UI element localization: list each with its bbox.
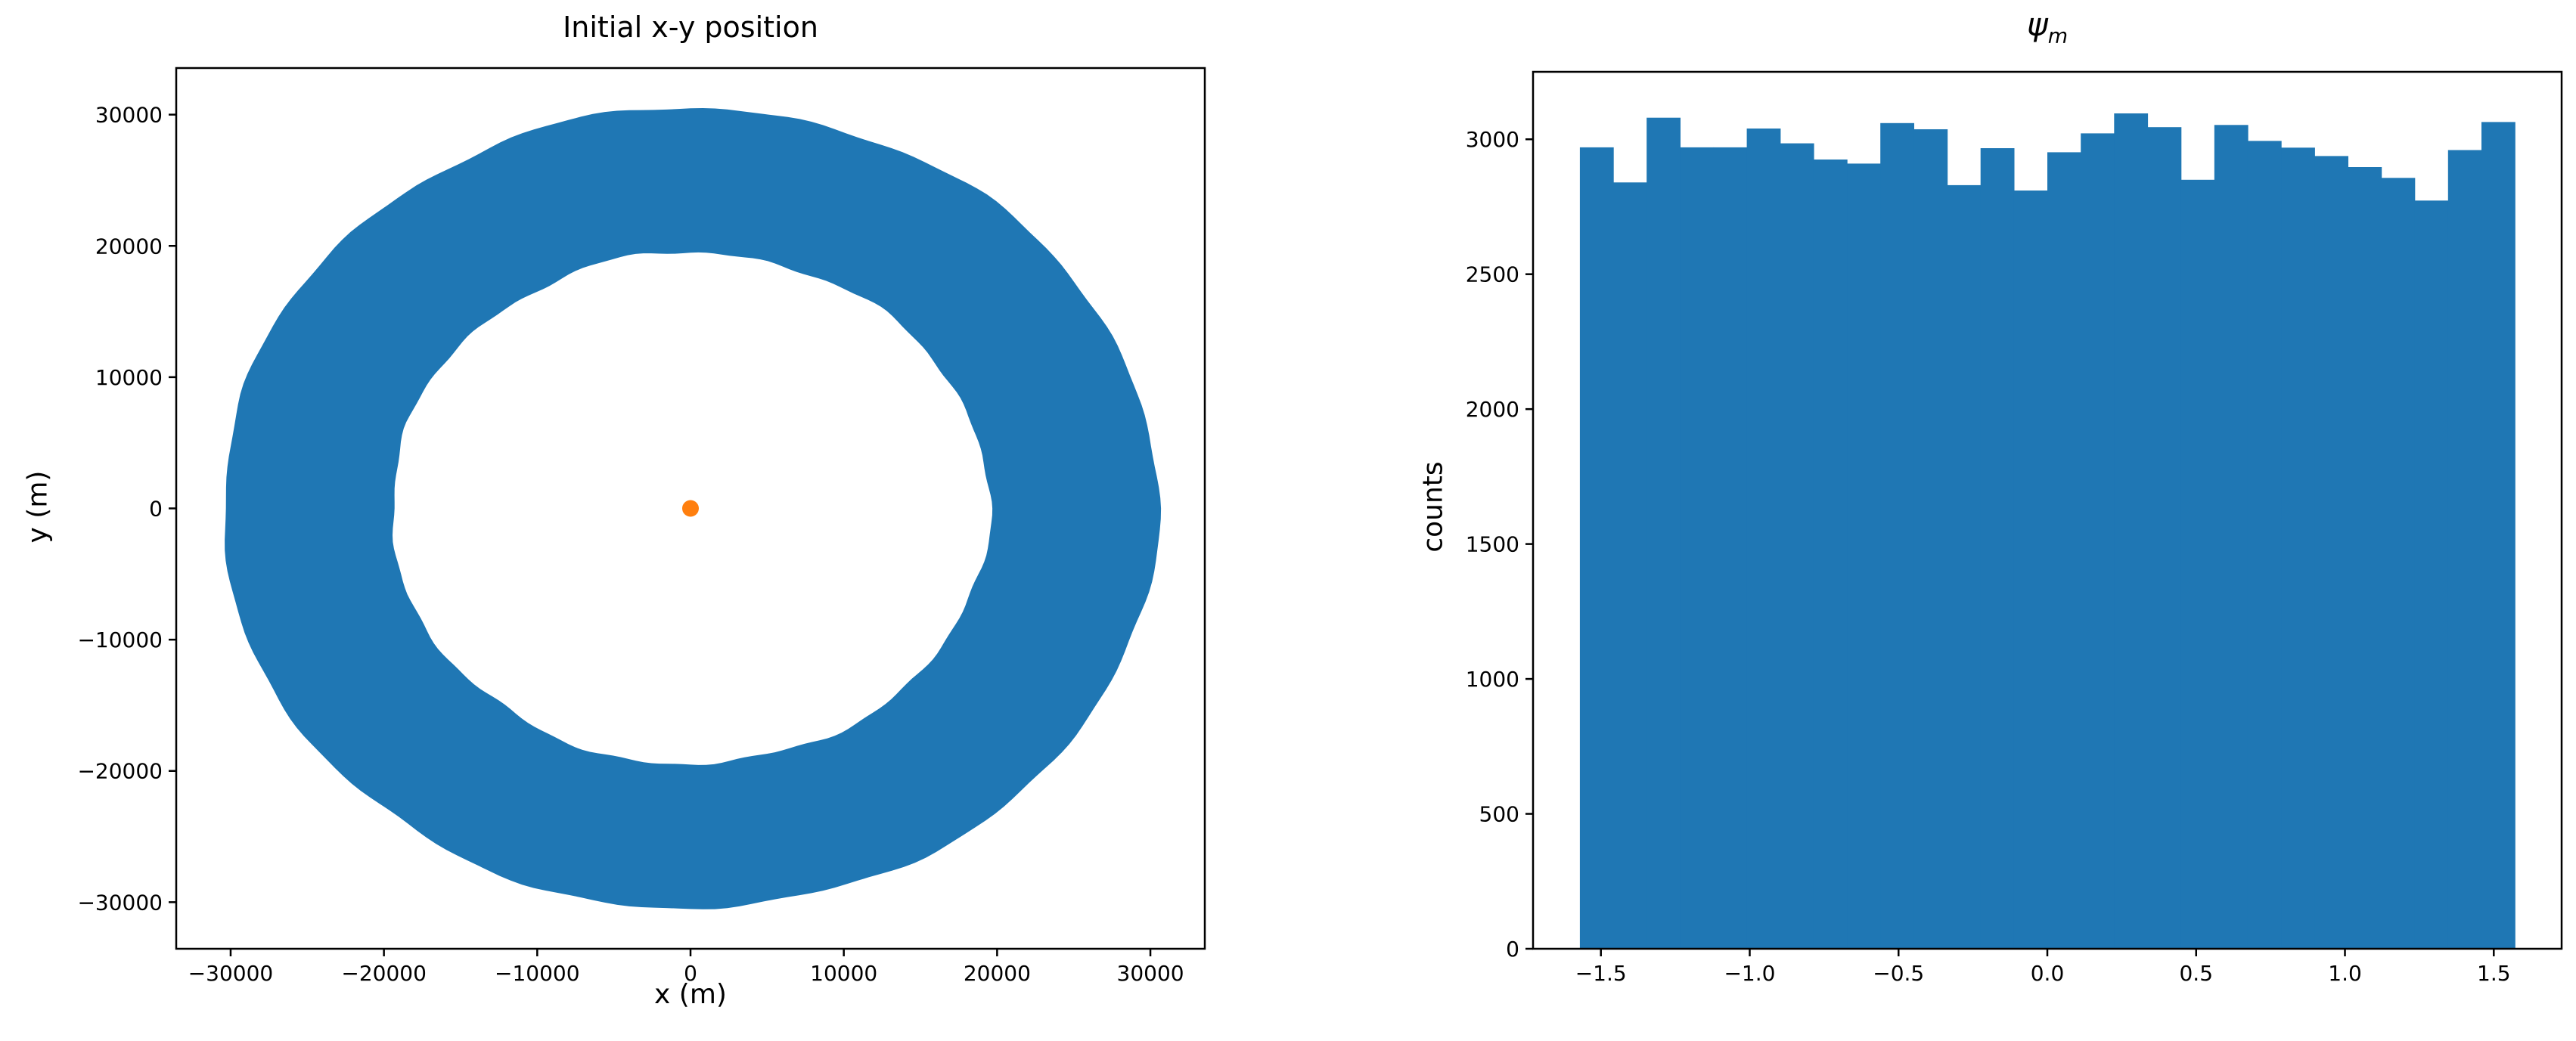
svg-text:500: 500: [1479, 802, 1519, 827]
svg-text:10000: 10000: [810, 961, 877, 986]
svg-text:1.5: 1.5: [2477, 961, 2511, 986]
svg-text:−30000: −30000: [188, 961, 274, 986]
svg-text:−0.5: −0.5: [1873, 961, 1924, 986]
svg-text:−1.0: −1.0: [1724, 961, 1775, 986]
svg-text:3000: 3000: [1466, 127, 1519, 152]
svg-text:30000: 30000: [95, 103, 163, 128]
svg-text:2500: 2500: [1466, 262, 1519, 287]
svg-text:−30000: −30000: [77, 890, 163, 915]
svg-text:0: 0: [1506, 937, 1519, 962]
svg-text:−20000: −20000: [341, 961, 427, 986]
svg-text:−10000: −10000: [495, 961, 580, 986]
svg-text:0.5: 0.5: [2179, 961, 2213, 986]
svg-text:0.0: 0.0: [2031, 961, 2065, 986]
svg-text:1500: 1500: [1466, 532, 1519, 557]
svg-text:−20000: −20000: [77, 759, 163, 784]
svg-text:20000: 20000: [95, 234, 163, 259]
svg-text:0: 0: [149, 497, 163, 522]
svg-text:−1.5: −1.5: [1575, 961, 1627, 986]
psi-histogram-plot: −1.5 −1.0 −0.5 0.0 0.5 1.0 1.5 0 500 1000 1500 2000…: [1466, 70, 2563, 986]
svg-text:1.0: 1.0: [2328, 961, 2362, 986]
svg-text:1000: 1000: [1466, 667, 1519, 692]
xy-position-plot: −30000 −20000 −10000 0 10000 20000 30000 −30000…: [77, 67, 1206, 986]
svg-text:10000: 10000: [95, 365, 163, 390]
svg-text:−10000: −10000: [77, 627, 163, 652]
svg-text:20000: 20000: [964, 961, 1031, 986]
svg-text:30000: 30000: [1117, 961, 1184, 986]
svg-text:2000: 2000: [1466, 397, 1519, 422]
svg-text:0: 0: [684, 961, 697, 986]
